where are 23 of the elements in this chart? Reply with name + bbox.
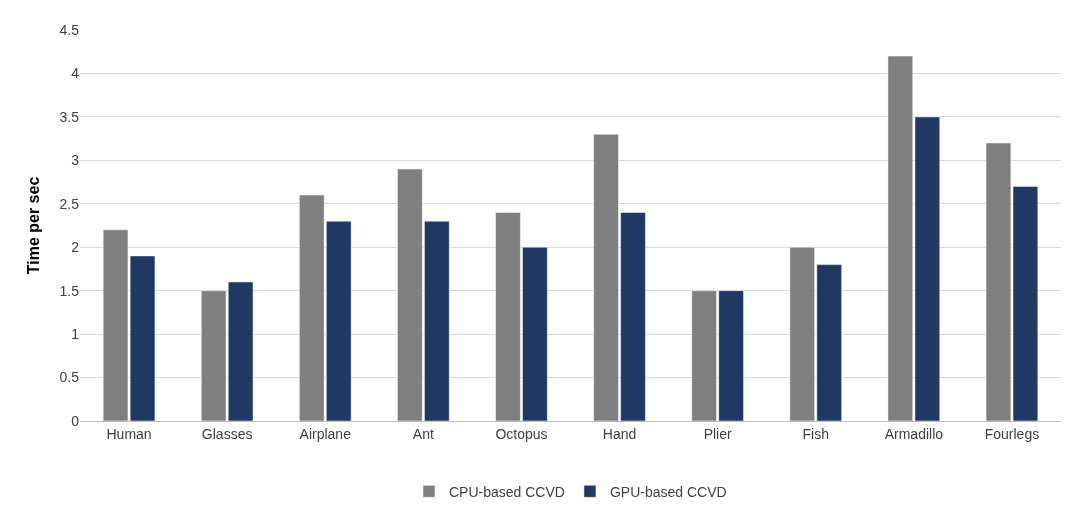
y-tick-label: 4 (71, 65, 80, 82)
y-tick-label: 0.5 (59, 369, 80, 386)
legend-label: CPU-based CCVD (449, 483, 565, 500)
x-tick-label: Hand (602, 425, 637, 442)
x-tick-label: Airplane (299, 425, 352, 442)
x-tick-label: Octopus (495, 425, 548, 442)
y-tick-label: 3 (71, 152, 80, 169)
y-axis-title: Time per sec (25, 176, 43, 275)
x-tick-label: Fish (802, 425, 829, 442)
x-tick-label: Ant (412, 425, 434, 442)
x-tick-label: Human (106, 425, 152, 442)
x-tick-label: Plier (703, 425, 732, 442)
y-tick-label: 1.5 (59, 282, 80, 299)
y-tick-label: 2 (71, 239, 80, 256)
y-tick-label: 2.5 (59, 195, 80, 212)
x-tick-label: Armadillo (884, 425, 944, 442)
y-tick-label: 3.5 (59, 108, 80, 125)
y-tick-label: 4.5 (59, 21, 80, 38)
y-tick-label: 1 (71, 326, 80, 343)
y-tick-label: 0 (71, 412, 80, 429)
x-tick-label: Fourlegs (984, 425, 1040, 442)
legend-label: GPU-based CCVD (609, 483, 727, 500)
x-tick-label: Glasses (201, 425, 253, 442)
